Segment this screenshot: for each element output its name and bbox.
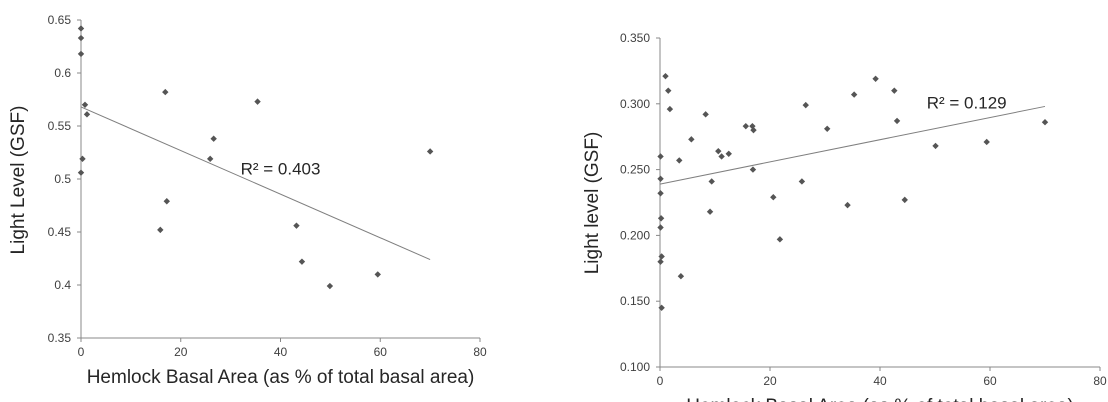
data-point bbox=[658, 304, 665, 311]
data-point bbox=[374, 271, 381, 278]
y-tick-label: 0.350 bbox=[620, 31, 650, 45]
data-point bbox=[706, 208, 714, 215]
x-tick-label: 60 bbox=[983, 374, 997, 388]
data-point bbox=[750, 126, 757, 134]
data-point bbox=[891, 87, 898, 94]
data-point bbox=[901, 196, 908, 204]
x-tick-label: 80 bbox=[473, 345, 487, 359]
data-point bbox=[657, 190, 664, 197]
data-point bbox=[770, 194, 777, 201]
data-point bbox=[83, 111, 91, 118]
data-point bbox=[77, 25, 85, 32]
x-tick-label: 20 bbox=[174, 345, 188, 359]
trendline bbox=[659, 105, 1046, 185]
y-tick-label: 0.4 bbox=[54, 278, 71, 292]
trendline bbox=[80, 106, 431, 261]
data-point bbox=[844, 201, 851, 209]
y-tick-label: 0.6 bbox=[54, 66, 71, 80]
x-tick-label: 0 bbox=[78, 345, 85, 359]
data-point bbox=[742, 122, 749, 130]
x-tick-label: 40 bbox=[274, 345, 288, 359]
data-point bbox=[676, 157, 683, 164]
light-vs-hemlock-chart-right: 0.100 0.150 0.200 0.250 0.300 0.350 0 20 40 60 80 H… bbox=[582, 31, 1107, 402]
x-axis-title: Hemlock Basal Area (as % of total basal … bbox=[87, 367, 475, 388]
y-tick-label: 0.35 bbox=[48, 331, 72, 345]
data-point bbox=[163, 198, 170, 205]
data-point bbox=[298, 258, 306, 265]
data-point bbox=[77, 34, 85, 42]
data-point bbox=[776, 236, 784, 243]
data-point bbox=[666, 105, 674, 113]
data-point bbox=[658, 253, 665, 260]
light-vs-hemlock-chart-left: 0.35 0.4 0.45 0.5 0.55 0.6 0.65 0 20 40 60 80 Hemloc… bbox=[8, 13, 487, 388]
data-point bbox=[162, 88, 169, 96]
data-point bbox=[326, 282, 334, 290]
data-point bbox=[715, 147, 722, 155]
y-tick-label: 0.300 bbox=[620, 97, 650, 111]
data-point bbox=[157, 226, 164, 234]
y-tick-label: 0.100 bbox=[620, 360, 650, 374]
data-point bbox=[798, 178, 806, 185]
data-point bbox=[749, 166, 757, 173]
y-tick-label: 0.200 bbox=[620, 228, 650, 242]
data-point bbox=[665, 87, 672, 94]
data-point bbox=[293, 222, 300, 229]
data-point bbox=[657, 258, 664, 265]
data-point bbox=[983, 138, 990, 146]
data-point bbox=[802, 101, 809, 109]
data-point bbox=[872, 75, 879, 82]
data-point bbox=[932, 142, 939, 150]
data-point bbox=[79, 155, 86, 163]
data-point bbox=[824, 125, 831, 133]
x-tick-label: 80 bbox=[1093, 374, 1107, 388]
y-tick-label: 0.150 bbox=[620, 294, 650, 308]
x-tick-label: 40 bbox=[873, 374, 887, 388]
data-point bbox=[662, 72, 669, 80]
data-point bbox=[657, 224, 664, 231]
y-tick-label: 0.65 bbox=[48, 13, 72, 27]
data-point bbox=[718, 153, 725, 160]
data-point bbox=[893, 117, 901, 125]
y-axis-title: Light Level (GSF) bbox=[8, 106, 29, 255]
y-tick-label: 0.5 bbox=[54, 172, 71, 186]
data-point bbox=[206, 155, 214, 163]
x-tick-label: 20 bbox=[763, 374, 777, 388]
data-point bbox=[77, 50, 85, 58]
y-tick-label: 0.250 bbox=[620, 163, 650, 177]
data-point bbox=[708, 178, 715, 185]
data-point bbox=[725, 150, 732, 158]
data-point bbox=[81, 101, 89, 108]
data-point bbox=[657, 175, 664, 183]
data-point bbox=[77, 169, 85, 176]
data-point bbox=[657, 215, 665, 222]
data-point bbox=[426, 148, 434, 155]
data-point bbox=[210, 135, 217, 142]
data-point bbox=[254, 98, 261, 105]
data-point bbox=[850, 91, 858, 98]
data-point bbox=[702, 111, 709, 118]
r-squared-label: R² = 0.129 bbox=[927, 93, 1007, 112]
x-axis-title: Hemlock Basal Area (as % of total basal … bbox=[686, 396, 1074, 402]
data-point bbox=[657, 153, 664, 160]
data-point bbox=[677, 272, 685, 280]
data-point bbox=[1041, 119, 1049, 126]
y-tick-label: 0.45 bbox=[48, 225, 72, 239]
r-squared-label: R² = 0.403 bbox=[241, 159, 321, 178]
x-tick-label: 0 bbox=[657, 374, 664, 388]
y-axis-title: Light level (GSF) bbox=[582, 132, 603, 275]
x-tick-label: 60 bbox=[374, 345, 388, 359]
y-tick-label: 0.55 bbox=[48, 119, 72, 133]
data-point bbox=[688, 136, 695, 143]
